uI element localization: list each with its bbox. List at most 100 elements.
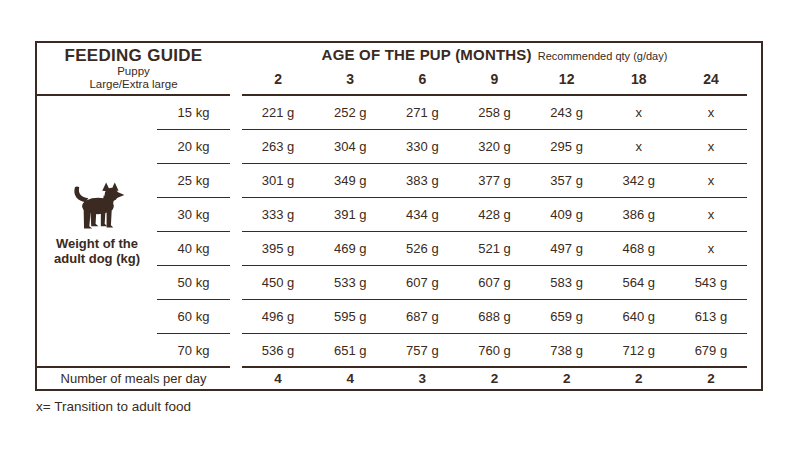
qty-cell: 252 g: [314, 105, 386, 120]
weight-row-label: 20 kg: [157, 130, 230, 164]
qty-cell: 536 g: [242, 343, 314, 358]
month-header: 6: [386, 71, 458, 87]
qty-cell: 607 g: [386, 275, 458, 290]
qty-cell: 583 g: [531, 275, 603, 290]
qty-cell: x: [675, 241, 747, 256]
qty-cell: x: [675, 139, 747, 154]
qty-cell: 295 g: [531, 139, 603, 154]
weight-row-label: 60 kg: [157, 300, 230, 334]
qty-cell: x: [603, 105, 675, 120]
qty-cell: 271 g: [386, 105, 458, 120]
qty-cell: 659 g: [531, 309, 603, 324]
dog-icon: [68, 182, 126, 230]
qty-cell: 258 g: [458, 105, 530, 120]
age-subheader: Recommended qty (g/day): [538, 50, 668, 62]
qty-cell: 533 g: [314, 275, 386, 290]
weight-row-label: 30 kg: [157, 198, 230, 232]
subtitle-puppy: Puppy: [117, 65, 150, 78]
meal-count-cell: 2: [458, 371, 530, 386]
qty-cell: x: [675, 173, 747, 188]
qty-cell: 409 g: [531, 207, 603, 222]
age-header-line: AGE OF THE PUP (MONTHS) Recommended qty …: [242, 46, 747, 63]
qty-cell: x: [675, 105, 747, 120]
age-header: AGE OF THE PUP (MONTHS): [322, 46, 532, 63]
feeding-guide-grid: FEEDING GUIDE Puppy Large/Extra large AG…: [37, 43, 761, 389]
table-row: 450 g 533 g 607 g 607 g 583 g 564 g 543 …: [242, 266, 747, 300]
qty-cell: 738 g: [531, 343, 603, 358]
qty-cell: 757 g: [386, 343, 458, 358]
qty-cell: 243 g: [531, 105, 603, 120]
qty-cell: 607 g: [458, 275, 530, 290]
weight-row-label: 70 kg: [157, 334, 230, 368]
table-row: 221 g 252 g 271 g 258 g 243 g x x: [242, 96, 747, 130]
qty-cell: 640 g: [603, 309, 675, 324]
footnote: x= Transition to adult food: [36, 399, 191, 414]
qty-cell: 428 g: [458, 207, 530, 222]
qty-cell: 687 g: [386, 309, 458, 324]
qty-cell: 383 g: [386, 173, 458, 188]
meal-count-cell: 2: [531, 371, 603, 386]
qty-cell: 497 g: [531, 241, 603, 256]
meal-count-cell: 4: [242, 371, 314, 386]
qty-cell: 357 g: [531, 173, 603, 188]
meal-count-cell: 4: [314, 371, 386, 386]
qty-cell: 330 g: [386, 139, 458, 154]
table-header-right: AGE OF THE PUP (MONTHS) Recommended qty …: [242, 43, 747, 96]
qty-cell: x: [675, 207, 747, 222]
month-header-row: 2 3 6 9 12 18 24: [242, 71, 747, 87]
month-header: 3: [314, 71, 386, 87]
weight-row-label: 15 kg: [157, 96, 230, 130]
qty-cell: 595 g: [314, 309, 386, 324]
meals-row-label: Number of meals per day: [37, 368, 230, 389]
table-row: 301 g 349 g 383 g 377 g 357 g 342 g x: [242, 164, 747, 198]
qty-cell: 304 g: [314, 139, 386, 154]
qty-cell: 377 g: [458, 173, 530, 188]
meal-count-cell: 2: [675, 371, 747, 386]
qty-cell: 391 g: [314, 207, 386, 222]
month-header: 12: [531, 71, 603, 87]
meal-count-cell: 3: [386, 371, 458, 386]
table-row: 333 g 391 g 434 g 428 g 409 g 386 g x: [242, 198, 747, 232]
qty-cell: 468 g: [603, 241, 675, 256]
qty-cell: 469 g: [314, 241, 386, 256]
qty-cell: 263 g: [242, 139, 314, 154]
feeding-guide-table: FEEDING GUIDE Puppy Large/Extra large AG…: [35, 41, 763, 391]
weight-row-label: 25 kg: [157, 164, 230, 198]
weight-axis-label: Weight of the adult dog (kg): [46, 236, 148, 266]
qty-cell: 496 g: [242, 309, 314, 324]
month-header: 2: [242, 71, 314, 87]
qty-cell: 342 g: [603, 173, 675, 188]
weight-row-label: 50 kg: [157, 266, 230, 300]
table-header-left: FEEDING GUIDE Puppy Large/Extra large: [37, 43, 230, 96]
qty-cell: 434 g: [386, 207, 458, 222]
qty-cell: 521 g: [458, 241, 530, 256]
qty-cell: 333 g: [242, 207, 314, 222]
qty-cell: x: [603, 139, 675, 154]
month-header: 24: [675, 71, 747, 87]
weight-axis-cell: Weight of the adult dog (kg): [37, 96, 157, 368]
month-header: 18: [603, 71, 675, 87]
qty-cell: 651 g: [314, 343, 386, 358]
qty-cell: 688 g: [458, 309, 530, 324]
table-row: 263 g 304 g 330 g 320 g 295 g x x: [242, 130, 747, 164]
qty-cell: 320 g: [458, 139, 530, 154]
table-row: 395 g 469 g 526 g 521 g 497 g 468 g x: [242, 232, 747, 266]
table-row: 536 g 651 g 757 g 760 g 738 g 712 g 679 …: [242, 334, 747, 368]
qty-cell: 564 g: [603, 275, 675, 290]
month-header: 9: [458, 71, 530, 87]
feeding-guide-title: FEEDING GUIDE: [64, 46, 202, 65]
qty-cell: 543 g: [675, 275, 747, 290]
table-row: 496 g 595 g 687 g 688 g 659 g 640 g 613 …: [242, 300, 747, 334]
subtitle-size: Large/Extra large: [89, 78, 177, 91]
qty-cell: 526 g: [386, 241, 458, 256]
qty-cell: 679 g: [675, 343, 747, 358]
qty-cell: 386 g: [603, 207, 675, 222]
feeding-guide-page: FEEDING GUIDE Puppy Large/Extra large AG…: [0, 0, 800, 452]
qty-cell: 349 g: [314, 173, 386, 188]
qty-cell: 712 g: [603, 343, 675, 358]
qty-cell: 613 g: [675, 309, 747, 324]
qty-cell: 221 g: [242, 105, 314, 120]
meal-count-cell: 2: [603, 371, 675, 386]
qty-cell: 760 g: [458, 343, 530, 358]
qty-cell: 301 g: [242, 173, 314, 188]
